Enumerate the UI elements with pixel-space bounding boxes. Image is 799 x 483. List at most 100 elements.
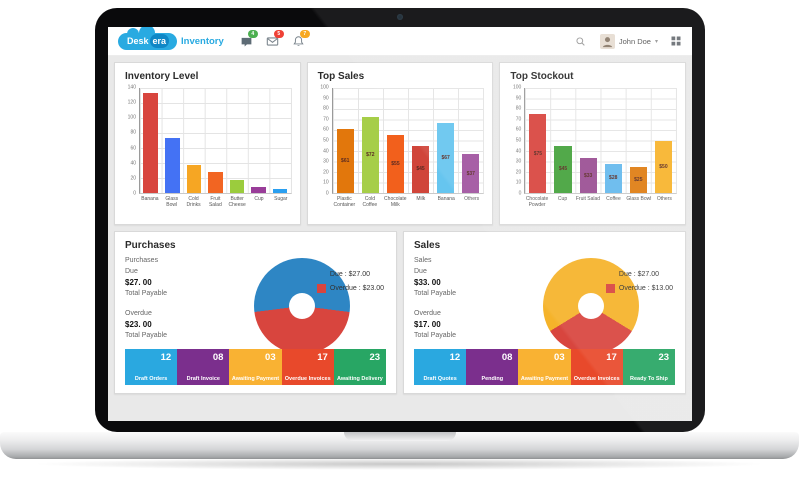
bar-glass-bowl[interactable]: $25: [629, 166, 647, 193]
search-icon[interactable]: [575, 36, 586, 47]
legend-item: Due : $27.00: [316, 270, 384, 279]
y-axis: 0 10 20 30 40 50 60 70 80 90 100: [504, 84, 524, 196]
laptop-notch: [343, 432, 456, 441]
x-tick-label: Cup: [254, 196, 264, 202]
bar-others[interactable]: $37: [462, 154, 480, 193]
legend-item: Overdue : $13.00: [605, 284, 673, 293]
y-tick-label: 0: [133, 190, 136, 197]
bar-slot: $50: [651, 88, 676, 193]
bar-others[interactable]: $50: [654, 140, 672, 193]
bar-slot: $75: [525, 88, 550, 193]
kpi-tile-pending[interactable]: 08 Pending: [466, 349, 519, 385]
y-tick-label: 100: [320, 84, 329, 91]
kpi-tiles: 12 Draft Quotes 08 Pending 03 Awaiting Paymen…: [414, 349, 676, 385]
top-stockout-title: Top Stockout: [510, 71, 574, 82]
y-tick-label: 100: [513, 84, 522, 91]
bar-slot: $45: [408, 88, 433, 193]
bell-icon[interactable]: 7: [292, 29, 310, 48]
y-tick-label: 60: [323, 126, 329, 133]
donut-chart[interactable]: [253, 258, 350, 354]
kpi-label: Overdue Invoices: [284, 376, 331, 382]
kpi-tile-awaiting-payment[interactable]: 03 Awaiting Payment: [518, 349, 571, 385]
x-tick-label: Glass Bowl: [626, 196, 652, 202]
summary-block: Sales Due $33. 00 Total Payable Overdue $17. …: [414, 256, 506, 356]
donut-body: Sales Due $33. 00 Total Payable Overdue $17. …: [414, 256, 675, 356]
y-tick-label: 40: [515, 148, 522, 155]
donut-chart[interactable]: [542, 258, 639, 354]
legend-swatch: [605, 270, 615, 279]
y-tick-label: 60: [130, 145, 136, 152]
bar-fruit-salad[interactable]: $33: [579, 158, 597, 193]
bar-butter-cheese[interactable]: [229, 180, 245, 193]
sales-chart: Sales Due $33. 00 Total Payable Overdue $17. …: [404, 252, 685, 393]
bar-value-label: $72: [366, 152, 375, 159]
kpi-tile-ready-to-ship[interactable]: 23 Ready To Ship: [622, 349, 676, 385]
bar-plastic-container[interactable]: $61: [336, 128, 354, 193]
y-tick-label: 20: [323, 169, 329, 176]
dashboard: Inventory Level 0 20 40 60 80 100 120 140 Banana…: [108, 56, 692, 421]
bar-chocolate-powder[interactable]: $75: [529, 114, 547, 193]
kpi-label: Ready To Ship: [630, 376, 668, 382]
top-sales-chart: 0 10 20 30 40 50 60 70 80 90 100 $61 $72 $55 $45 $67 $37…: [312, 84, 485, 218]
avatar: [599, 33, 615, 49]
chat-icon[interactable]: 4: [240, 29, 258, 48]
bar-glass-bowl[interactable]: [164, 138, 180, 193]
x-tick-label: Chocolate Milk: [384, 196, 407, 208]
bar-value-label: $67: [441, 154, 450, 161]
screen: Desk era Inventory 4 5 7 John Doe ▾: [108, 27, 692, 421]
kpi-tile-overdue-invoices[interactable]: 17 Overdue Invoices: [570, 349, 623, 385]
kpi-tile-awaiting-payment[interactable]: 03 Awaiting Payment: [229, 349, 282, 385]
bar-plot: $61 $72 $55 $45 $67 $37: [331, 88, 485, 194]
kpi-tile-draft-quotes[interactable]: 12 Draft Quotes: [414, 349, 467, 385]
kpi-label: Awaiting Delivery: [337, 376, 383, 382]
bar-cup[interactable]: $45: [554, 145, 572, 193]
bar-slot: $33: [576, 88, 601, 193]
deskera-logo[interactable]: Desk era Inventory: [118, 27, 224, 50]
bar-cup[interactable]: [251, 187, 266, 193]
y-tick-label: 80: [130, 129, 136, 136]
kpi-tile-draft-orders[interactable]: 12 Draft Orders: [125, 349, 178, 385]
x-tick-label: Sugar: [274, 196, 288, 202]
bar-chocolate-milk[interactable]: $55: [386, 135, 404, 193]
y-tick-label: 80: [323, 105, 329, 112]
x-tick-label: Glass Bowl: [165, 196, 179, 208]
x-tick-label: Fruit Salad: [208, 196, 222, 208]
kpi-count: 23: [658, 352, 670, 363]
x-axis: Chocolate Powder Cup Fruit Salad Coffee Glas…: [524, 194, 677, 218]
bar-sugar[interactable]: [272, 189, 288, 193]
y-axis: 0 10 20 30 40 50 60 70 80 90 100: [312, 84, 332, 196]
app-header: Desk era Inventory 4 5 7 John Doe ▾: [108, 27, 692, 56]
mail-icon[interactable]: 5: [266, 29, 284, 48]
bar-cold-coffee[interactable]: $72: [361, 117, 379, 193]
top-stockout-chart: 0 10 20 30 40 50 60 70 80 90 100 $75 $45 $33 $28 $25 $50…: [504, 84, 678, 218]
apps-icon[interactable]: [670, 35, 682, 47]
summary-amount: $27. 00: [125, 278, 152, 287]
sales-title: Sales: [414, 240, 441, 251]
user-menu[interactable]: John Doe ▾: [599, 33, 658, 49]
summary-amount: $17. 00: [414, 320, 441, 330]
bar-coffee[interactable]: $28: [604, 163, 622, 193]
bar-banana[interactable]: [143, 93, 159, 193]
bar-banana[interactable]: $67: [437, 122, 455, 193]
y-tick-label: 10: [323, 179, 329, 186]
x-tick-label: Chocolate Powder: [525, 196, 549, 208]
bar-fruit-salad[interactable]: [208, 172, 223, 193]
kpi-tile-overdue-invoices[interactable]: 17 Overdue Invoices: [281, 349, 334, 385]
kpi-tile-awaiting-delivery[interactable]: 23 Awaiting Delivery: [333, 349, 387, 385]
legend-label: Overdue : $23.00: [329, 285, 384, 292]
logo-product-name: Inventory: [181, 35, 224, 47]
legend-label: Overdue : $13.00: [618, 285, 673, 292]
purchases-chart: Purchases Due $27. 00 Total Payable Overdue $…: [115, 252, 396, 393]
summary-note: Total Payable: [125, 332, 168, 340]
kpi-count: 12: [449, 352, 461, 363]
kpi-tile-draft-invoice[interactable]: 08 Draft Invoice: [177, 349, 230, 385]
bar-milk[interactable]: $45: [412, 145, 430, 193]
donut-body: Purchases Due $27. 00 Total Payable Overdue $…: [125, 256, 386, 356]
bar-cold-drinks[interactable]: [186, 164, 202, 193]
y-tick-label: 90: [323, 95, 329, 102]
top-sales-title: Top Sales: [317, 71, 365, 82]
bar-slot: $67: [433, 88, 458, 193]
x-axis: Banana Glass Bowl Cold Drinks Fruit Salad Bu…: [139, 194, 292, 218]
top-row: Inventory Level 0 20 40 60 80 100 120 140 Banana…: [114, 62, 687, 225]
